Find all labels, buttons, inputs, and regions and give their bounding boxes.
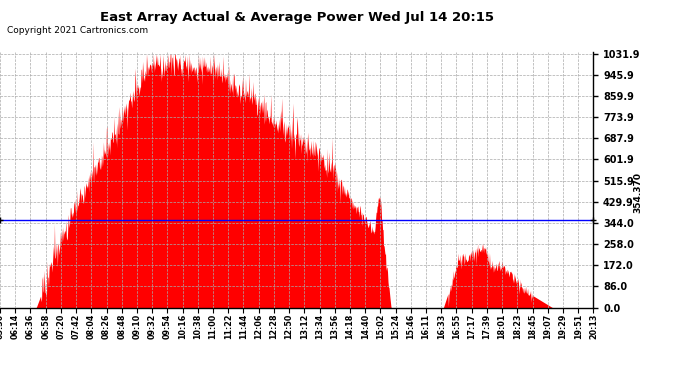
Text: East Array Actual & Average Power Wed Jul 14 20:15: East Array Actual & Average Power Wed Ju… — [99, 11, 494, 24]
Text: Copyright 2021 Cartronics.com: Copyright 2021 Cartronics.com — [7, 26, 148, 35]
Text: 354.370: 354.370 — [633, 172, 642, 213]
